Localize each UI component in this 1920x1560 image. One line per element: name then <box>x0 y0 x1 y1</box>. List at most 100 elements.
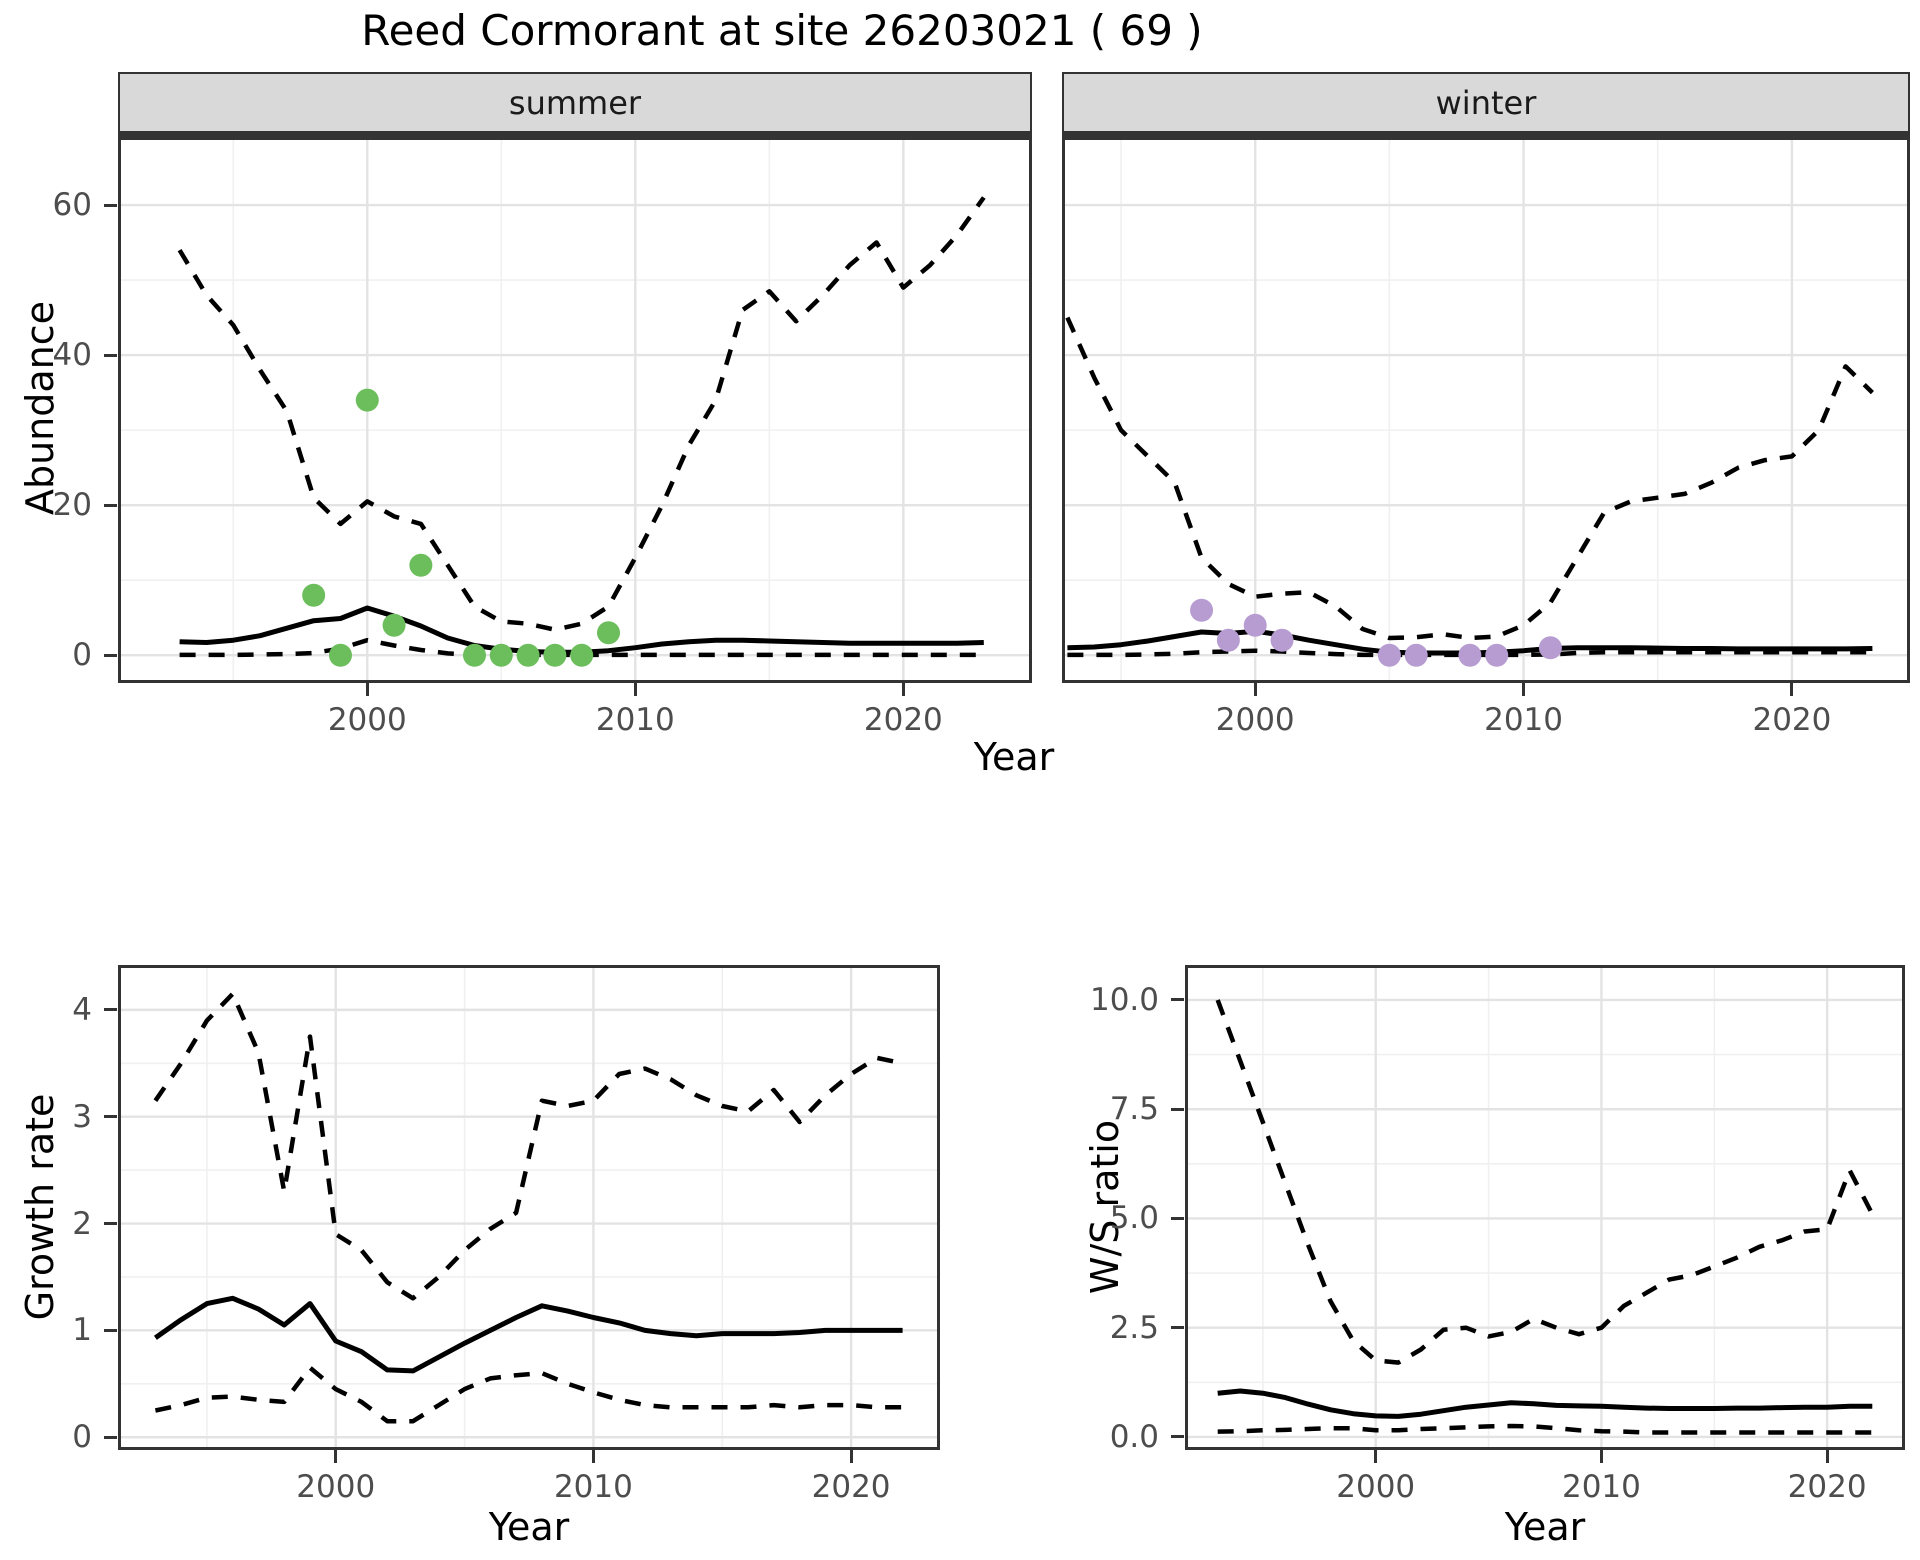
lower95-line <box>154 1365 903 1424</box>
y-tick-mark <box>1171 1107 1184 1111</box>
y-tick-label: 10.0 <box>1089 981 1159 1018</box>
upper95-line <box>177 196 986 632</box>
observed-point <box>489 643 513 667</box>
chart-svg-growth-rate <box>118 965 940 1450</box>
y-tick-label: 2 <box>72 1205 92 1242</box>
facet-strip-summer: summer <box>118 72 1032 133</box>
x-tick-label: 2020 <box>1787 1469 1867 1505</box>
y-tick-mark <box>104 503 117 507</box>
x-tick-mark <box>1790 683 1794 696</box>
y-tick-mark <box>104 1328 117 1332</box>
facet-strip-winter-label: winter <box>1435 83 1537 122</box>
x-tick-mark <box>334 1450 338 1463</box>
x-tick-mark <box>1599 1450 1603 1463</box>
observed-point <box>1404 643 1428 667</box>
y-tick-mark <box>1171 1326 1184 1330</box>
x-tick-mark <box>1522 683 1526 696</box>
x-tick-mark <box>1253 683 1257 696</box>
observed-point <box>1458 643 1482 667</box>
observed-point <box>382 613 406 637</box>
year-axis-title-growth: Year <box>488 1505 570 1549</box>
panel-abundance-winter <box>1062 133 1910 683</box>
observed-point <box>1216 628 1240 652</box>
y-tick-mark <box>104 1435 117 1439</box>
chart-title: Reed Cormorant at site 26203021 ( 69 ) <box>361 6 1203 55</box>
x-tick-mark <box>901 683 905 696</box>
x-tick-mark <box>365 683 369 696</box>
observed-point <box>409 553 433 577</box>
y-tick-label: 0 <box>72 1419 92 1456</box>
upper95-line <box>1065 316 1874 641</box>
panel-border <box>118 965 940 1450</box>
year-axis-title-top: Year <box>973 735 1055 779</box>
panel-ws-ratio <box>1185 965 1905 1450</box>
y-tick-label: 0.0 <box>1109 1418 1159 1455</box>
y-tick-label: 2.5 <box>1109 1309 1159 1346</box>
lower95-line <box>1067 648 1873 658</box>
y-tick-mark <box>104 353 117 357</box>
x-tick-label: 2010 <box>1484 702 1564 738</box>
observed-point <box>302 583 326 607</box>
x-tick-label: 2000 <box>296 1469 376 1505</box>
chart-svg-abundance-summer <box>118 133 1032 683</box>
y-tick-label: 0 <box>72 637 92 674</box>
observed-point <box>328 643 352 667</box>
y-tick-label: 5.0 <box>1109 1200 1159 1237</box>
y-tick-mark <box>104 203 117 207</box>
lower95-line <box>179 637 984 658</box>
y-tick-label: 4 <box>72 991 92 1028</box>
y-tick-label: 20 <box>52 487 92 524</box>
observed-point <box>1270 628 1294 652</box>
x-tick-mark <box>849 1450 853 1463</box>
abundance-axis-title: Abundance <box>18 300 62 516</box>
panel-growth-rate <box>118 965 940 1450</box>
x-tick-label: 2010 <box>595 702 675 738</box>
x-tick-mark <box>1825 1450 1829 1463</box>
observed-point <box>516 643 540 667</box>
observed-point <box>355 388 379 412</box>
x-tick-label: 2000 <box>1215 702 1295 738</box>
observed-point <box>1485 643 1509 667</box>
observed-point <box>1243 613 1267 637</box>
observed-point <box>597 621 621 645</box>
x-tick-label: 2000 <box>1336 1469 1416 1505</box>
y-tick-mark <box>104 653 117 657</box>
observed-point <box>1190 598 1214 622</box>
facet-strip-summer-label: summer <box>508 83 642 122</box>
x-tick-mark <box>591 1450 595 1463</box>
chart-svg-ws-ratio <box>1185 965 1905 1450</box>
panel-border <box>118 133 1032 683</box>
x-tick-mark <box>1374 1450 1378 1463</box>
observed-point <box>570 643 594 667</box>
panel-border <box>1185 965 1905 1450</box>
panel-abundance-summer <box>118 133 1032 683</box>
y-tick-label: 1 <box>72 1312 92 1349</box>
y-tick-label: 40 <box>52 337 92 374</box>
upper95-line <box>1215 999 1875 1365</box>
y-tick-mark <box>1171 998 1184 1002</box>
x-tick-label: 2010 <box>1561 1469 1641 1505</box>
median-line <box>153 1295 903 1374</box>
y-tick-mark <box>104 1008 117 1012</box>
x-tick-mark <box>633 683 637 696</box>
observed-point <box>462 643 486 667</box>
y-tick-mark <box>1171 1435 1184 1439</box>
observed-point <box>1377 643 1401 667</box>
y-tick-label: 3 <box>72 1098 92 1135</box>
year-axis-title-ws: Year <box>1504 1505 1586 1549</box>
lower95-line <box>1217 1423 1873 1435</box>
upper95-line <box>153 991 904 1301</box>
y-tick-mark <box>104 1222 117 1226</box>
x-tick-label: 2020 <box>863 702 943 738</box>
facet-strip-winter: winter <box>1062 72 1910 133</box>
x-tick-label: 2020 <box>1752 702 1832 738</box>
y-tick-label: 7.5 <box>1109 1091 1159 1128</box>
x-tick-label: 2010 <box>553 1469 633 1505</box>
median-line <box>1217 1388 1873 1419</box>
y-tick-label: 60 <box>52 187 92 224</box>
x-tick-label: 2020 <box>811 1469 891 1505</box>
y-tick-mark <box>1171 1216 1184 1220</box>
panel-border <box>1062 133 1910 683</box>
chart-svg-abundance-winter <box>1062 133 1910 683</box>
observed-point <box>1538 636 1562 660</box>
